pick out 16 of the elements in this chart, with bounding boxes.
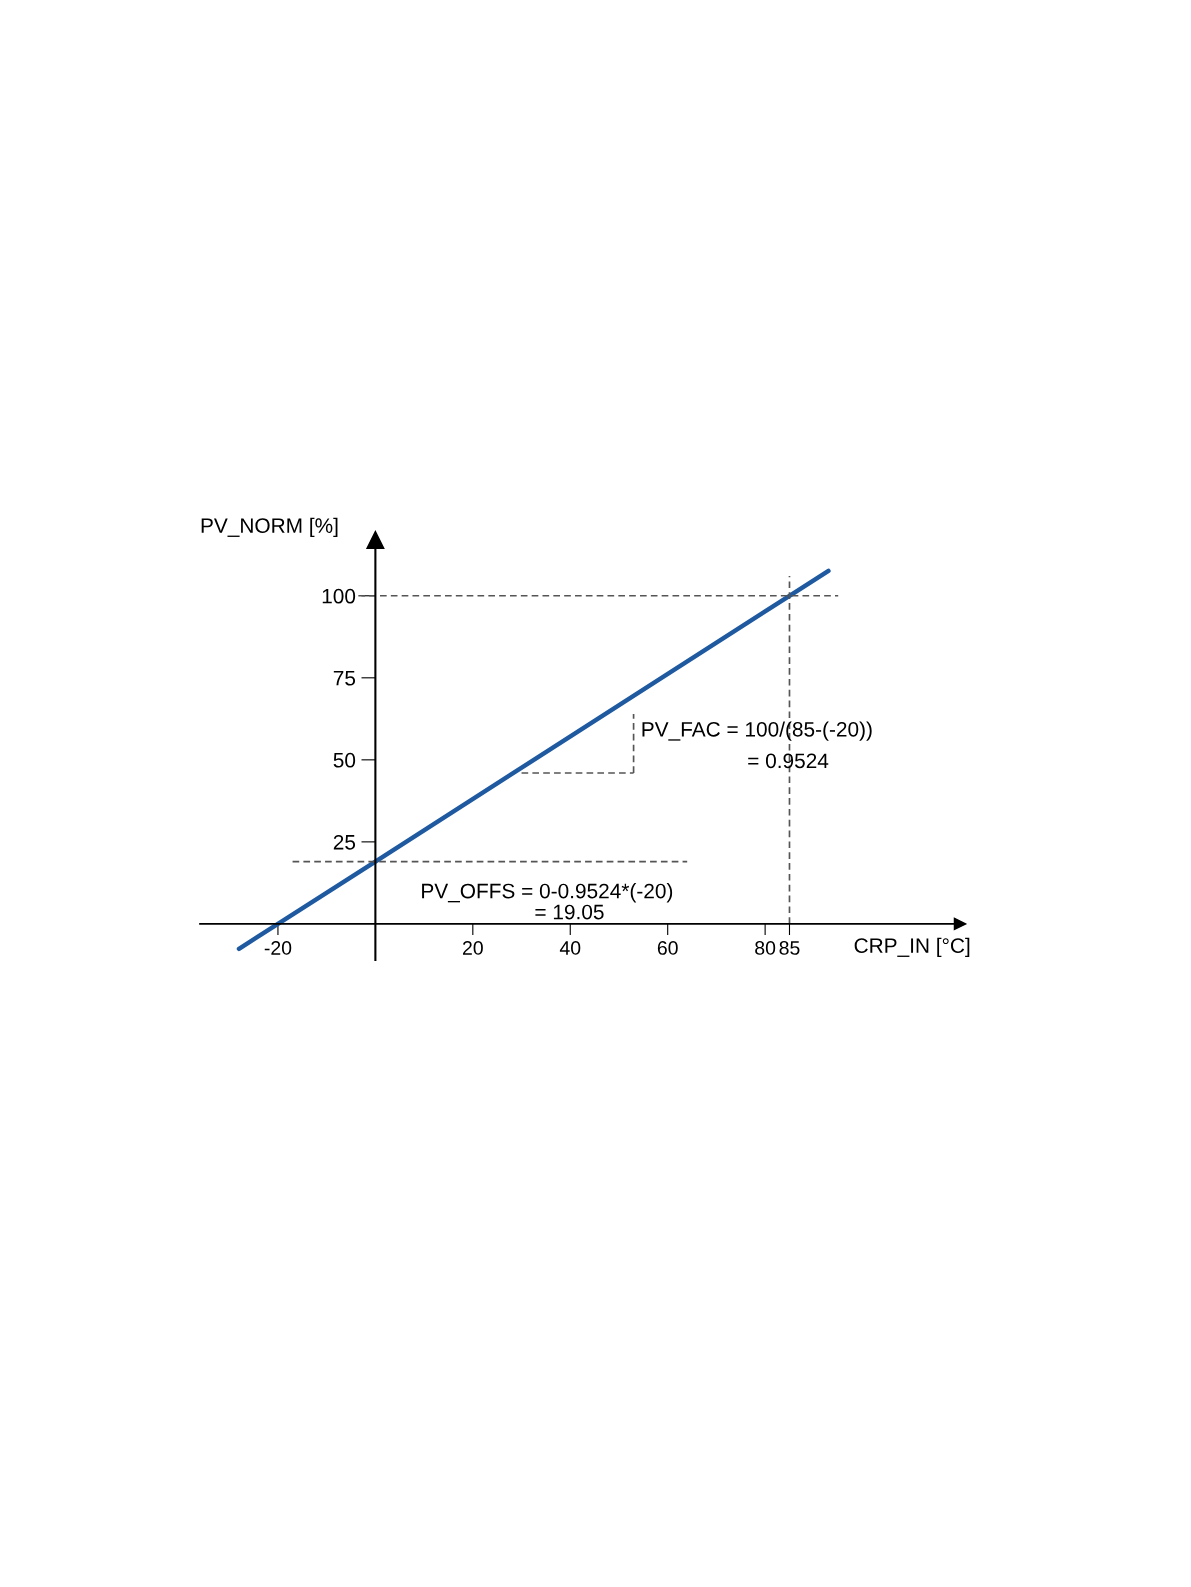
- annotation: PV_FAC = 100/(85-(-20)): [642, 721, 872, 741]
- annotation: = 19.05: [535, 904, 604, 920]
- x-tick-label: 40: [559, 941, 581, 955]
- y-tick-label: 100: [322, 588, 356, 604]
- x-tick-label: 60: [657, 941, 678, 955]
- annotation: PV_OFFS = 0-0.9524*(-20): [422, 883, 673, 903]
- y-tick-label: 50: [333, 752, 356, 768]
- x-tick-label: 80: [755, 941, 776, 955]
- x-tick-label: -20: [264, 941, 292, 955]
- x-tick-label: 85: [779, 941, 800, 955]
- annotation: = 0.9524: [748, 753, 829, 769]
- x-axis-title: CRP_IN [°C]: [854, 937, 970, 958]
- y-tick-label: 25: [333, 834, 356, 850]
- y-tick-label: 75: [333, 671, 356, 686]
- y-axis-title: PV_NORM [%]: [201, 517, 338, 538]
- x-tick-label: 20: [462, 941, 483, 955]
